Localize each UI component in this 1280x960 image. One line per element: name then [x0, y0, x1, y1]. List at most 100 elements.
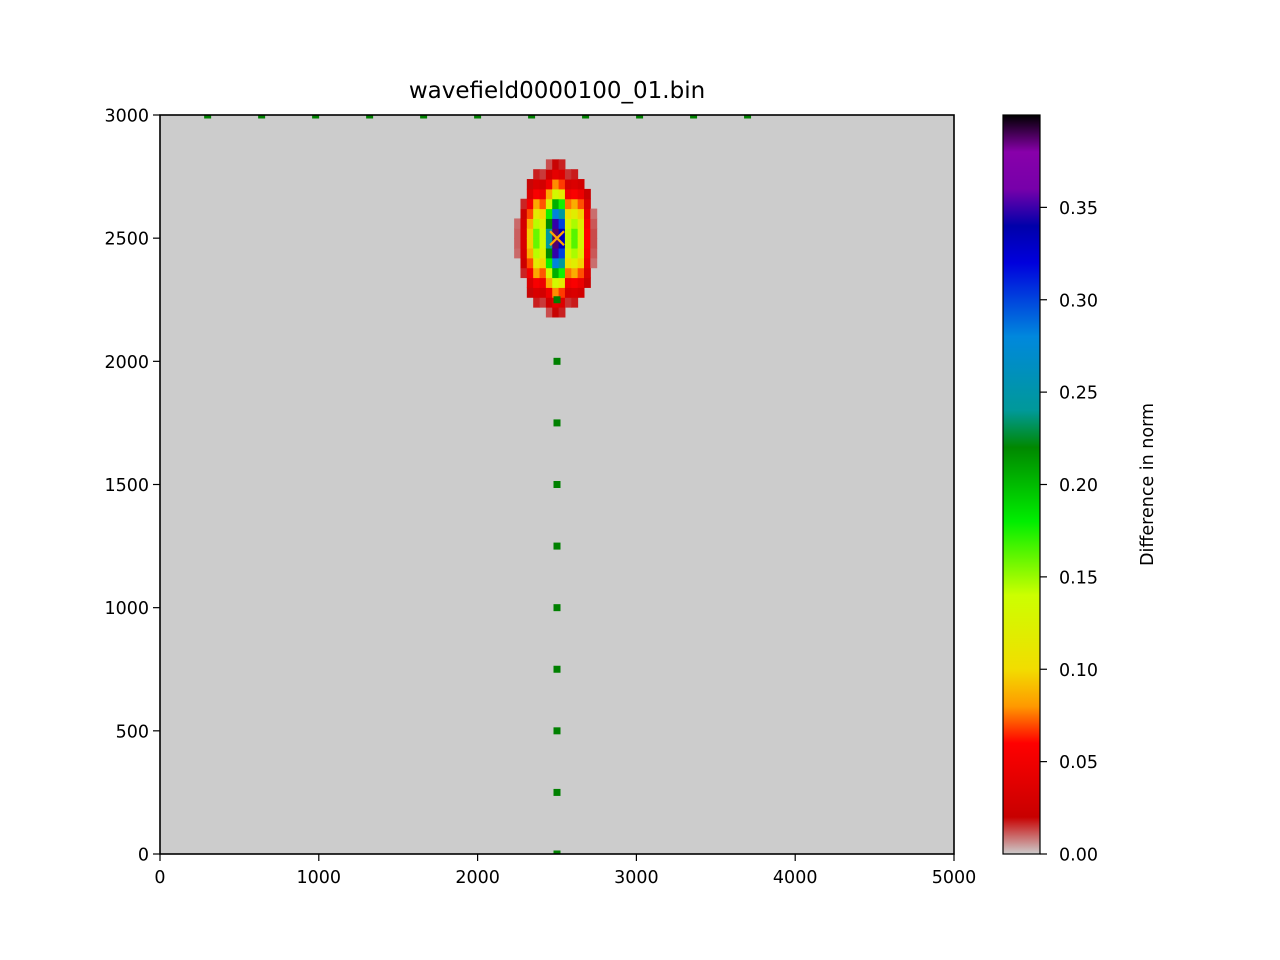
anomaly-cell: [514, 218, 521, 229]
anomaly-cell: [552, 218, 560, 229]
anomaly-cell: [564, 257, 572, 269]
anomaly-cell: [514, 248, 521, 259]
anomaly-cell: [526, 267, 534, 279]
anomaly-cell: [558, 277, 566, 288]
anomaly-cell: [571, 257, 579, 269]
anomaly-cell: [564, 179, 572, 190]
anomaly-cell: [552, 238, 560, 249]
anomaly-cell: [577, 257, 585, 269]
anomaly-cell: [577, 218, 585, 229]
anomaly-cell: [533, 287, 541, 298]
anomaly-cell: [590, 228, 598, 239]
anomaly-cell: [571, 218, 579, 229]
y-axis: 0 500 1000 1500 2000 2500 3000: [104, 107, 160, 866]
anomaly-cell: [552, 267, 560, 279]
anomaly-cell: [571, 188, 579, 200]
anomaly-cell: [583, 277, 591, 288]
y-tick-label: 1000: [104, 599, 149, 619]
anomaly-cell: [583, 267, 591, 279]
anomaly-cell: [520, 257, 528, 269]
anomaly-cell: [590, 238, 598, 249]
anomaly-cell: [577, 228, 585, 239]
anomaly-cell: [526, 238, 534, 249]
anomaly-cell: [564, 169, 572, 180]
receiver-surface: [690, 115, 698, 119]
receiver-well: [553, 788, 561, 796]
anomaly-cell: [545, 238, 553, 249]
anomaly-cell: [545, 257, 553, 269]
anomaly-cell: [539, 277, 547, 288]
anomaly-cell: [533, 228, 541, 239]
anomaly-cell: [545, 198, 553, 210]
anomaly-cell: [545, 218, 553, 229]
anomaly-cell: [533, 188, 541, 200]
receiver-surface: [636, 115, 644, 119]
anomaly-cell: [564, 238, 572, 249]
receiver-well: [553, 604, 561, 612]
anomaly-cell: [514, 238, 521, 249]
anomaly-cell: [558, 257, 566, 269]
anomaly-cell: [552, 228, 560, 239]
anomaly-cell: [526, 208, 534, 219]
receiver-surface: [312, 115, 320, 119]
anomaly-cell: [590, 257, 598, 269]
colorbar-tick-label: 0.30: [1059, 291, 1098, 311]
x-tick-label: 2000: [455, 868, 500, 888]
anomaly-cell: [577, 188, 585, 200]
x-tick-label: 1000: [297, 868, 342, 888]
anomaly-cell: [558, 307, 566, 318]
colorbar-tick-label: 0.15: [1059, 568, 1098, 588]
anomaly-cell: [571, 277, 579, 288]
y-tick-label: 0: [138, 846, 149, 866]
anomaly-cell: [526, 188, 534, 200]
colorbar: [1003, 115, 1040, 854]
x-tick-label: 0: [154, 868, 165, 888]
anomaly-cell: [558, 198, 566, 210]
anomaly-cell: [590, 208, 598, 219]
colorbar-tick-label: 0.00: [1059, 846, 1098, 866]
anomaly-cell: [533, 208, 541, 219]
anomaly-cell: [571, 208, 579, 219]
anomaly-cell: [533, 277, 541, 288]
anomaly-cell: [571, 267, 579, 279]
anomaly-cell: [552, 198, 560, 210]
receiver-well: [553, 850, 561, 854]
receiver-surface: [366, 115, 374, 119]
anomaly-cell: [564, 277, 572, 288]
anomaly-cell: [526, 248, 534, 259]
anomaly-cell: [545, 179, 553, 190]
anomaly-cell: [571, 238, 579, 249]
anomaly-cell: [539, 218, 547, 229]
anomaly-cell: [533, 267, 541, 279]
colorbar-tick-label: 0.35: [1059, 199, 1098, 219]
anomaly-cell: [552, 188, 560, 200]
anomaly-cell: [564, 248, 572, 259]
colorbar-tick-label: 0.05: [1059, 753, 1098, 773]
anomaly-cell: [564, 198, 572, 210]
receiver-well: [553, 727, 561, 735]
receiver-surface: [528, 115, 536, 119]
anomaly-cell: [552, 179, 560, 190]
anomaly-cell: [545, 228, 553, 239]
y-tick-label: 1500: [104, 476, 149, 496]
source-x-stroke: [549, 230, 565, 246]
anomaly-cell: [583, 228, 591, 239]
anomaly-cell: [564, 188, 572, 200]
anomaly-cell: [583, 248, 591, 259]
anomaly-cell: [552, 208, 560, 219]
receivers: [204, 115, 752, 854]
anomaly-cell: [539, 188, 547, 200]
anomaly-cell: [577, 179, 585, 190]
anomaly-cell: [545, 208, 553, 219]
colorbar-axis: 0.00 0.05 0.10 0.15 0.20 0.25 0.30 0.35: [1040, 199, 1098, 866]
anomaly-cell: [577, 287, 585, 298]
anomaly-cell: [545, 277, 553, 288]
chart-title: wavefield0000100_01.bin: [409, 78, 705, 104]
anomaly-cell: [520, 238, 528, 249]
anomaly-cell: [583, 218, 591, 229]
anomaly-cell: [571, 248, 579, 259]
colorbar-tick-label: 0.10: [1059, 661, 1098, 681]
anomaly-cell: [558, 287, 566, 298]
anomaly-cell: [545, 287, 553, 298]
anomaly-cell: [533, 198, 541, 210]
